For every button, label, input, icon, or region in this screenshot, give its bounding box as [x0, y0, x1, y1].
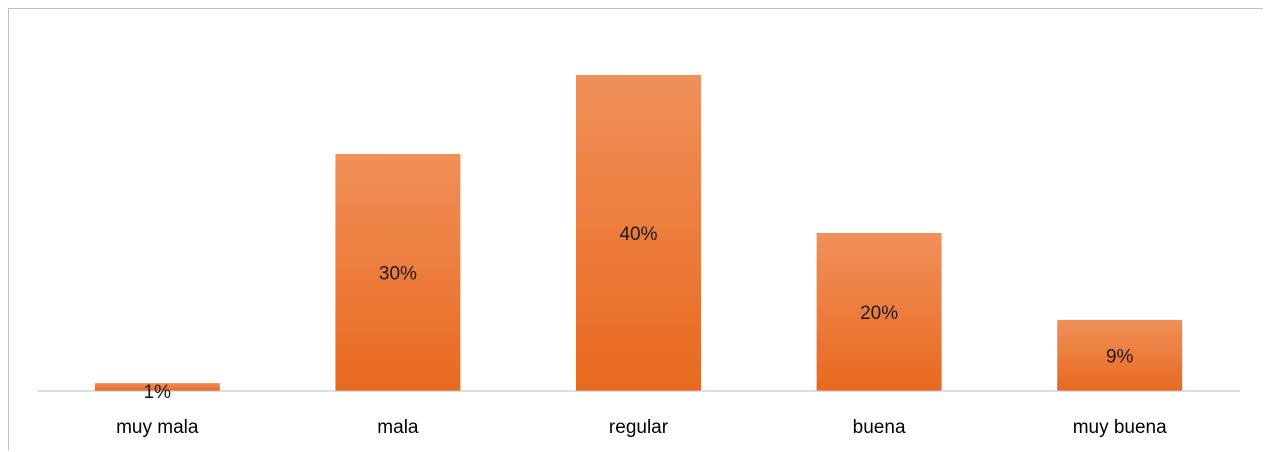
labels-group: 1% muy mala 30% mala 40% regular 20% buena 9% muy…: [116, 224, 1167, 438]
x-tick-label: muy buena: [1073, 417, 1167, 438]
x-tick-label: buena: [853, 417, 906, 438]
x-tick-label: regular: [609, 417, 669, 438]
x-tick-label: mala: [377, 417, 419, 438]
data-label: 1%: [144, 382, 172, 403]
bar-buena: [816, 233, 942, 391]
data-label: 9%: [1106, 346, 1134, 367]
bars-group: [94, 75, 1183, 391]
data-label: 40%: [619, 224, 657, 245]
x-tick-label: muy mala: [116, 417, 199, 438]
data-label: 20%: [860, 303, 898, 324]
bar-mala: [335, 154, 461, 391]
bar-muy-buena: [1057, 319, 1183, 391]
bar-regular: [576, 75, 701, 391]
bar-muy-mala: [94, 383, 220, 391]
data-label: 30%: [379, 264, 417, 285]
chart-frame: [8, 8, 1263, 450]
